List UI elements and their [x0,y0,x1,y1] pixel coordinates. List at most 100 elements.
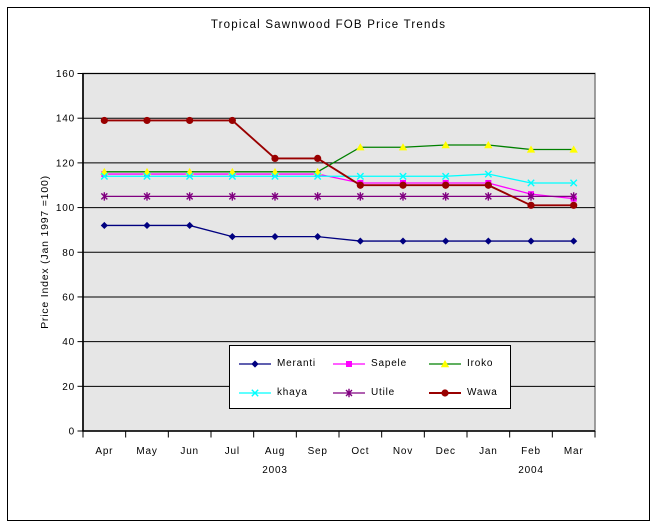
legend-label-wawa: Wawa [467,387,498,398]
year-label-2003: 2003 [262,465,287,476]
marker-iroko-nov [398,143,408,151]
marker-wawa-aug [271,154,279,163]
marker-meranti-jul [228,233,236,241]
legend-item-utile: Utile [332,387,428,398]
x-category-label-jan: Jan [479,446,498,457]
marker-utile-jul [228,192,236,201]
marker-wawa-may [143,116,151,125]
marker-wawa-oct [356,181,364,189]
marker-meranti-jan [484,237,492,245]
marker-iroko-dec [441,141,450,149]
legend-sample-square-icon [333,360,365,367]
legend-label-utile: Utile [371,387,396,398]
x-category-label-feb: Feb [521,446,541,457]
x-category-label-sep: Sep [308,446,328,457]
marker-wawa-feb [527,201,535,209]
marker-iroko-mar [569,145,578,153]
y-tick-label-120: 120 [56,158,75,169]
marker-khaya-jul [228,172,237,180]
marker-khaya-aug [271,172,279,180]
marker-utile-dec [442,192,450,201]
marker-utile-jan [484,192,492,201]
y-tick-label-160: 160 [56,69,75,80]
marker-meranti-apr [100,221,108,230]
y-tick-label-140: 140 [56,114,75,125]
series-line-meranti [104,224,574,242]
marker-iroko-feb [526,145,536,153]
marker-utile-may [143,192,151,201]
marker-iroko-jan [484,141,493,149]
legend-marker [251,359,259,368]
marker-wawa-nov [399,181,407,189]
x-category-label-dec: Dec [436,446,456,457]
marker-khaya-feb [527,179,535,187]
legend-item-sapele: Sapele [332,358,428,369]
series-line-sapele [104,173,574,200]
y-tick-label-20: 20 [62,382,75,393]
x-category-label-aug: Aug [265,446,285,457]
legend-marker [440,359,450,367]
legend-marker [251,388,259,397]
y-tick-label-80: 80 [62,248,75,259]
marker-utile-nov [399,192,407,201]
marker-wawa-apr [100,116,108,125]
series-line-iroko [104,144,574,173]
legend: Meranti Sapele Iroko khaya Utile Wawa [229,345,511,409]
y-tick-label-0: 0 [69,427,75,438]
series-line-khaya [104,173,574,184]
legend-item-iroko: Iroko [428,358,514,369]
marker-wawa-jan [484,181,492,189]
y-tick-label-100: 100 [56,203,75,214]
x-category-label-mar: Mar [564,446,584,457]
marker-utile-feb [527,192,535,201]
marker-khaya-dec [441,172,450,180]
marker-wawa-jul [228,116,236,125]
legend-sample-star-icon [333,388,365,397]
legend-marker [346,360,352,367]
x-category-label-may: May [136,446,157,457]
legend-sample-diamond-icon [239,359,271,368]
x-category-label-oct: Oct [351,446,369,457]
marker-meranti-may [143,221,151,230]
legend-item-khaya: khaya [238,387,332,398]
y-tick-label-60: 60 [62,292,75,303]
marker-iroko-oct [356,143,365,151]
marker-meranti-feb [527,237,535,245]
chart-title: Tropical Sawnwood FOB Price Trends [210,19,447,31]
marker-meranti-dec [442,237,450,245]
marker-khaya-oct [356,172,365,180]
marker-khaya-nov [399,172,407,180]
marker-khaya-apr [100,172,109,180]
marker-utile-sep [314,192,322,201]
marker-utile-aug [271,192,279,201]
marker-utile-oct [356,192,364,201]
legend-label-khaya: khaya [277,387,308,398]
marker-khaya-may [143,172,151,180]
marker-meranti-mar [570,237,578,245]
marker-meranti-nov [399,237,407,245]
marker-wawa-mar [570,201,578,209]
marker-khaya-mar [569,179,578,187]
legend-sample-x-icon [239,388,271,397]
legend-item-wawa: Wawa [428,387,514,398]
legend-label-iroko: Iroko [467,358,494,369]
legend-label-meranti: Meranti [277,358,316,369]
marker-khaya-sep [313,172,322,180]
legend-label-sapele: Sapele [371,358,407,369]
marker-wawa-jun [186,116,194,125]
series-line-wawa [104,119,574,207]
marker-wawa-dec [442,181,450,189]
marker-utile-apr [100,192,108,201]
marker-utile-mar [570,192,578,201]
legend-sample-triangle-icon [429,359,461,367]
marker-khaya-jan [484,170,493,178]
marker-utile-jun [186,192,194,201]
year-label-2004: 2004 [518,465,543,476]
legend-marker [441,388,449,397]
x-category-label-jul: Jul [225,446,240,457]
marker-meranti-sep [314,233,322,241]
marker-meranti-aug [271,233,279,241]
marker-meranti-jun [186,221,194,230]
